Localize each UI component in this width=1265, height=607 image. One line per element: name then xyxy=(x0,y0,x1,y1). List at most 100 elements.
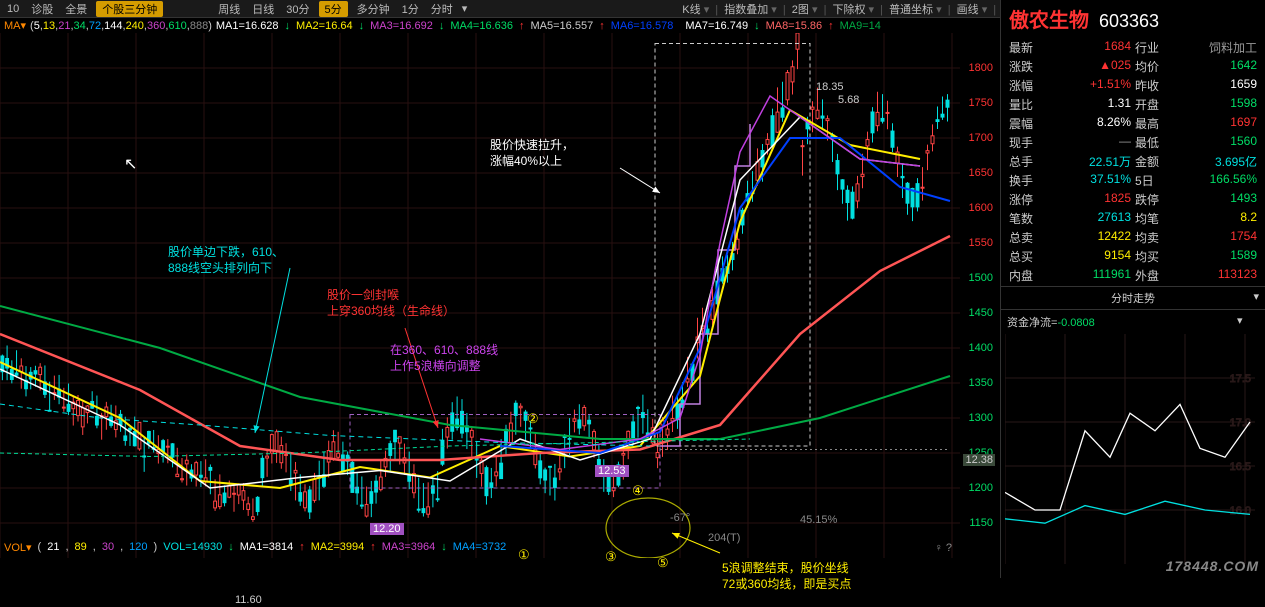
svg-text:16.0: 16.0 xyxy=(1230,505,1251,517)
quote-label: 行业 xyxy=(1135,39,1171,56)
tb-item-active[interactable]: 个股三分钟 xyxy=(96,1,163,17)
sidebar: 傲农生物 603363 最新 1684 行业 饲料加工涨跌 ▲025 均价 16… xyxy=(1000,0,1265,578)
chart-annotation: 股价一剑封喉上穿360均线（生命线） xyxy=(327,288,455,319)
watermark: 178448.COM xyxy=(1166,558,1259,574)
quote-value: 111961 xyxy=(1049,267,1131,284)
svg-text:16.5: 16.5 xyxy=(1230,461,1251,473)
stock-name: 傲农生物 xyxy=(1009,4,1089,33)
tb-item[interactable]: 10 xyxy=(4,3,22,15)
tb-dropdown[interactable]: 2图 ▾ xyxy=(789,4,821,16)
tb-dropdown[interactable]: 画线 ▾ xyxy=(954,4,991,16)
period-btn[interactable]: 多分钟 xyxy=(354,1,393,17)
quote-value: 1493 xyxy=(1175,191,1257,208)
quote-label: 最低 xyxy=(1135,134,1171,151)
intraday-header[interactable]: 分时走势 ▾ xyxy=(1001,286,1265,310)
stock-code: 603363 xyxy=(1099,11,1159,32)
intraday-header-label: 分时走势 xyxy=(1111,293,1155,305)
quote-label: 笔数 xyxy=(1009,210,1045,227)
quote-label: 换手 xyxy=(1009,172,1045,189)
quote-label: 开盘 xyxy=(1135,96,1171,113)
price-tag: 12.20 xyxy=(370,523,404,535)
quote-value: — xyxy=(1049,134,1131,151)
wave-label: ③ xyxy=(605,549,617,565)
ma-prefix[interactable]: MA▾ xyxy=(4,19,26,32)
quote-value: 27613 xyxy=(1049,210,1131,227)
period-btn[interactable]: 日线 xyxy=(249,1,277,17)
quote-label: 最高 xyxy=(1135,115,1171,132)
chart-small-label: 5.68 xyxy=(838,93,859,107)
quote-value: 1642 xyxy=(1175,58,1257,75)
quote-value: 1560 xyxy=(1175,134,1257,151)
capital-flow-label: 资金净流=-0.0808 ▾ xyxy=(1007,314,1095,330)
quote-value: +1.51% xyxy=(1049,77,1131,94)
tb-item[interactable]: 全景 xyxy=(62,1,90,17)
price-tag: 12.53 xyxy=(595,465,629,477)
chart-small-label: -67° xyxy=(670,511,690,525)
quote-value: 3.695亿 xyxy=(1175,153,1257,170)
tb-dropdown[interactable]: K线 ▾ xyxy=(679,4,712,16)
period-btn[interactable]: 周线 xyxy=(215,1,243,17)
quote-value: 166.56% xyxy=(1175,172,1257,189)
quote-label: 均价 xyxy=(1135,58,1171,75)
quote-label: 跌停 xyxy=(1135,191,1171,208)
quote-value: 8.2 xyxy=(1175,210,1257,227)
period-btn[interactable]: 30分 xyxy=(283,1,312,17)
period-btn[interactable]: 1分 xyxy=(399,1,422,17)
quote-label: 金额 xyxy=(1135,153,1171,170)
tb-dropdown[interactable]: 下除权 ▾ xyxy=(829,4,877,16)
quote-value: 8.26% xyxy=(1049,115,1131,132)
mini-chart-canvas: 17.517.016.516.0 xyxy=(1005,314,1260,574)
quote-label: 外盘 xyxy=(1135,267,1171,284)
quote-value: 1589 xyxy=(1175,248,1257,265)
period-btn-active[interactable]: 5分 xyxy=(319,1,348,17)
chevron-down-icon[interactable]: ▾ xyxy=(462,2,468,15)
svg-text:17.5: 17.5 xyxy=(1230,373,1251,385)
tb-item[interactable]: 诊股 xyxy=(28,1,56,17)
mini-chart[interactable]: 资金净流=-0.0808 ▾ 17.517.016.516.0 xyxy=(1001,310,1265,580)
quote-label: 量比 xyxy=(1009,96,1045,113)
quote-value: 饲料加工 xyxy=(1175,39,1257,56)
main-chart[interactable]: 股价单边下跌，610、888线空头排列向下股价一剑封喉上穿360均线（生命线）在… xyxy=(0,33,960,558)
quote-value: 1659 xyxy=(1175,77,1257,94)
tb-dropdown[interactable]: 普通坐标 ▾ xyxy=(886,4,945,16)
chart-canvas xyxy=(0,33,960,558)
chart-small-label: 11.60 xyxy=(235,593,262,607)
quote-label: 现手 xyxy=(1009,134,1045,151)
chevron-down-icon[interactable]: ▾ xyxy=(1253,290,1259,303)
quote-label: 涨跌 xyxy=(1009,58,1045,75)
chart-small-label: 204(T) xyxy=(708,531,740,545)
quote-label: 总卖 xyxy=(1009,229,1045,246)
quote-label: 最新 xyxy=(1009,39,1045,56)
period-btn[interactable]: 分时 xyxy=(428,1,456,17)
quote-value: 113123 xyxy=(1175,267,1257,284)
y-axis: 1800175017001650160015501500145014001350… xyxy=(960,33,995,558)
chart-annotation: 在360、610、888线上作5浪横向调整 xyxy=(390,343,498,374)
quote-value: 1697 xyxy=(1175,115,1257,132)
quote-label: 涨幅 xyxy=(1009,77,1045,94)
quote-value: 9154 xyxy=(1049,248,1131,265)
quote-value: 37.51% xyxy=(1049,172,1131,189)
quote-value: 22.51万 xyxy=(1049,153,1131,170)
chart-small-label: 45.15% xyxy=(800,513,837,527)
wave-label: ① xyxy=(518,547,530,563)
volume-strip: VOL▾ (21,89,30,120) VOL=14930↓ MA1=3814↑… xyxy=(4,541,512,554)
quote-label: 总买 xyxy=(1009,248,1045,265)
quote-label: 内盘 xyxy=(1009,267,1045,284)
ma-indicator-strip: MA▾ (5,13,21,34,72,144,240,360,610,888) … xyxy=(0,18,995,33)
quote-value: 12422 xyxy=(1049,229,1131,246)
chart-annotation: 5浪调整结束，股价坐线72或360均线，即是买点 xyxy=(722,561,851,592)
quote-value: 1598 xyxy=(1175,96,1257,113)
ma-params: (5,13,21,34,72,144,240,360,610,888) xyxy=(30,20,212,32)
wave-label: ④ xyxy=(632,483,644,499)
quote-label: 总手 xyxy=(1009,153,1045,170)
quote-value: 1825 xyxy=(1049,191,1131,208)
quote-label: 5日 xyxy=(1135,172,1171,189)
quote-label: 均卖 xyxy=(1135,229,1171,246)
quote-label: 昨收 xyxy=(1135,77,1171,94)
wave-label: ② xyxy=(527,411,539,427)
quote-value: 1.31 xyxy=(1049,96,1131,113)
help-icon[interactable]: ♀ ? xyxy=(935,542,952,554)
chevron-down-icon[interactable]: ▾ xyxy=(1237,314,1243,327)
quote-label: 均买 xyxy=(1135,248,1171,265)
tb-dropdown[interactable]: 指数叠加 ▾ xyxy=(721,4,780,16)
